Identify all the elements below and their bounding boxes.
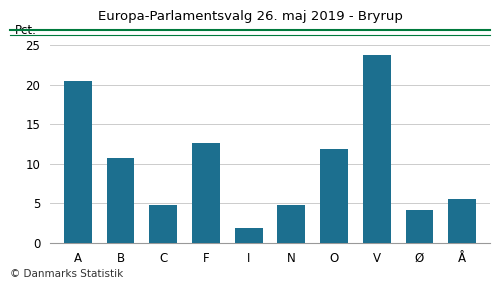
- Text: © Danmarks Statistik: © Danmarks Statistik: [10, 269, 123, 279]
- Bar: [106, 158, 134, 243]
- Bar: [448, 199, 476, 243]
- Bar: [320, 149, 348, 243]
- Bar: [363, 55, 390, 243]
- Text: Pct.: Pct.: [15, 24, 36, 37]
- Bar: [406, 210, 433, 243]
- Bar: [192, 143, 220, 243]
- Bar: [278, 205, 305, 243]
- Bar: [235, 228, 262, 243]
- Bar: [64, 81, 92, 243]
- Text: Europa-Parlamentsvalg 26. maj 2019 - Bryrup: Europa-Parlamentsvalg 26. maj 2019 - Bry…: [98, 10, 403, 23]
- Bar: [150, 205, 177, 243]
